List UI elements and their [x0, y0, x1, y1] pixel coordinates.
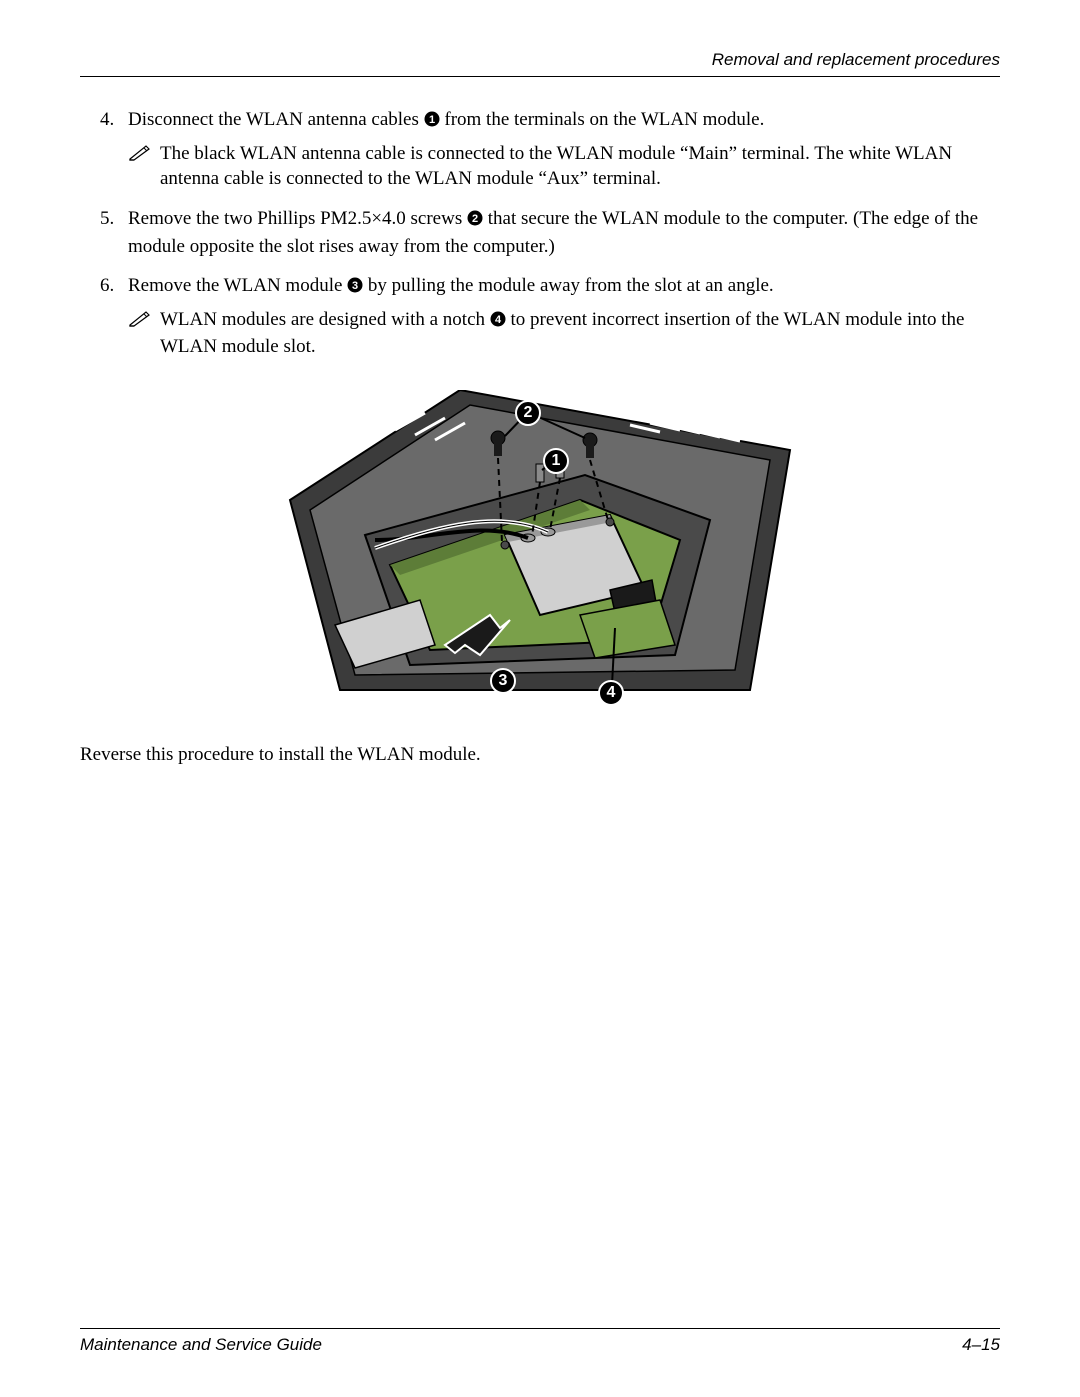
svg-text:1: 1 — [429, 114, 435, 126]
figure-callout-4: 4 — [598, 680, 624, 706]
step-4-note: The black WLAN antenna cable is connecte… — [128, 141, 1000, 192]
page-header: Removal and replacement procedures — [80, 50, 1000, 76]
content: 4. Disconnect the WLAN antenna cables 1 … — [80, 77, 1000, 766]
ref-icon-2: 2 — [467, 208, 483, 234]
wlan-module-figure: 21 3 4 — [280, 390, 800, 720]
footer-right: 4–15 — [962, 1335, 1000, 1355]
page-footer: Maintenance and Service Guide 4–15 — [80, 1328, 1000, 1355]
pencil-note-icon — [128, 309, 152, 327]
figure-callout-3: 3 — [490, 668, 516, 694]
pencil-note-icon — [128, 143, 152, 161]
footer-left: Maintenance and Service Guide — [80, 1335, 322, 1355]
figure-svg — [280, 390, 800, 720]
section-title: Removal and replacement procedures — [712, 50, 1000, 70]
step-text-after: from the terminals on the WLAN module. — [440, 109, 765, 130]
figure-callout-1: 1 — [543, 448, 569, 474]
ref-icon-1: 1 — [424, 109, 440, 135]
figure-callout-2: 2 — [515, 400, 541, 426]
step-number: 4. — [100, 107, 114, 133]
page: Removal and replacement procedures 4. Di… — [0, 0, 1080, 1397]
step-text-after: by pulling the module away from the slot… — [363, 275, 774, 296]
step-4: 4. Disconnect the WLAN antenna cables 1 … — [128, 107, 1000, 192]
svg-text:4: 4 — [495, 314, 502, 326]
step-number: 5. — [100, 206, 114, 232]
step-5: 5. Remove the two Phillips PM2.5×4.0 scr… — [128, 206, 1000, 259]
closing-text: Reverse this procedure to install the WL… — [80, 744, 1000, 766]
step-text-before: Remove the two Phillips PM2.5×4.0 screws — [128, 208, 467, 229]
step-number: 6. — [100, 273, 114, 299]
figure-container: 21 3 4 — [80, 390, 1000, 720]
ref-icon-3: 3 — [347, 275, 363, 301]
step-text-before: Disconnect the WLAN antenna cables — [128, 109, 424, 130]
svg-text:3: 3 — [352, 280, 358, 292]
step-text-before: Remove the WLAN module — [128, 275, 347, 296]
step-6: 6. Remove the WLAN module 3 by pulling t… — [128, 273, 1000, 360]
procedure-steps: 4. Disconnect the WLAN antenna cables 1 … — [80, 107, 1000, 360]
svg-text:2: 2 — [472, 213, 478, 225]
note-text-before: WLAN modules are designed with a notch — [160, 309, 490, 330]
step-6-note: WLAN modules are designed with a notch 4… — [128, 307, 1000, 360]
ref-icon-4: 4 — [490, 309, 506, 335]
note-text: The black WLAN antenna cable is connecte… — [160, 143, 952, 190]
